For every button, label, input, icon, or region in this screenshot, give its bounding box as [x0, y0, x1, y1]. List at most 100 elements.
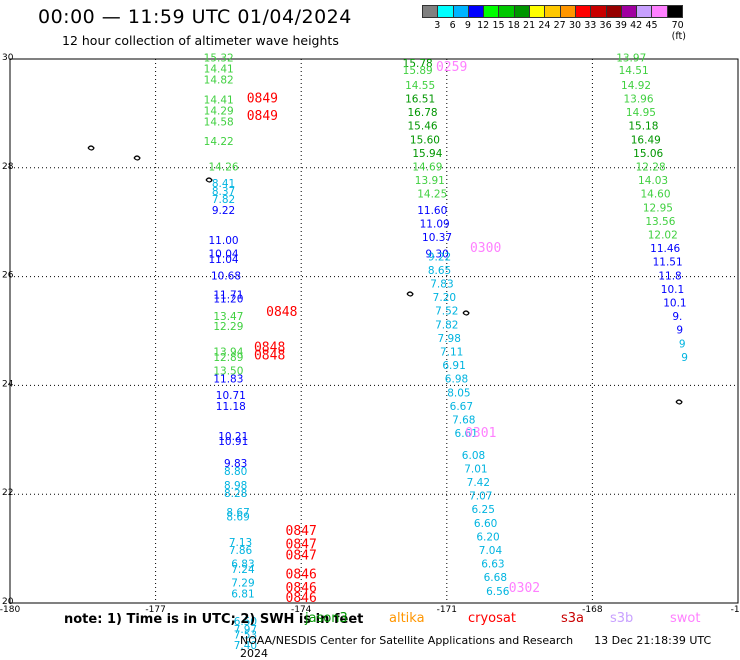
legend-label: 6 [449, 20, 456, 31]
wave-height-value: 7.86 [229, 545, 253, 557]
wave-height-value: 8.28 [224, 488, 247, 500]
x-tick-label: -171 [437, 605, 457, 615]
wave-height-value: 12.28 [636, 162, 666, 174]
wave-height-value: 7.11 [440, 346, 463, 358]
legend-label: 15 [492, 20, 505, 31]
wave-height-value: 12.95 [643, 202, 673, 214]
wave-height-value: 16.49 [631, 134, 661, 146]
x-tick-label: -180 [0, 605, 20, 615]
wave-height-value: 6.20 [476, 531, 499, 543]
wave-height-value: 12.89 [213, 352, 243, 364]
wave-height-value: 15.18 [628, 121, 658, 133]
wave-height-value: 14.22 [204, 136, 234, 148]
wave-height-value: 6.67 [450, 401, 473, 413]
pass-time-label: 0301 [465, 426, 496, 441]
wave-height-value: 15.46 [408, 121, 438, 133]
pass-time-label: 0848 [254, 341, 285, 356]
satellite-label-jason3: jason3 [305, 611, 348, 626]
wave-height-value: 11.60 [417, 205, 447, 217]
legend-label: 45 [645, 20, 658, 31]
wave-height-value: 11.20 [213, 294, 243, 306]
wave-height-value: 15.32 [204, 53, 234, 65]
wave-height-value: 6.91 [442, 360, 465, 372]
wave-height-value: 15.78 [403, 58, 433, 70]
wave-height-value: 14.51 [619, 65, 649, 77]
wave-height-value: 11.04 [209, 254, 239, 266]
x-tick-label: -177 [145, 605, 165, 615]
y-tick-label: 26 [2, 271, 14, 281]
legend-label: 30 [568, 20, 582, 31]
pass-time-label: 0846 [286, 581, 317, 596]
wave-height-value: 6.68 [484, 572, 507, 584]
legend-label: 12 [477, 20, 490, 31]
wave-height-value: 6.50 [234, 616, 257, 628]
island-outline [462, 310, 470, 316]
wave-height-value: 13.56 [645, 216, 675, 228]
pass-time-label: 0302 [509, 581, 540, 596]
legend-label: 3 [434, 20, 441, 31]
satellite-label-altika: altika [389, 611, 425, 626]
wave-height-value: 10.37 [422, 232, 452, 244]
wave-height-value: 14.41 [204, 64, 234, 76]
x-tick-label: -174 [291, 605, 312, 615]
map-subtitle: 12 hour collection of altimeter wave hei… [62, 33, 339, 48]
wave-height-value: 13.97 [616, 53, 646, 65]
legend-label: 39 [614, 20, 627, 31]
pass-time-label: 0848 [266, 305, 297, 320]
wave-height-value: 10.04 [209, 249, 239, 261]
wave-height-value: 8.41 [212, 178, 235, 190]
wave-height-value: 11.18 [216, 401, 246, 413]
wave-height-value: 7.83 [430, 278, 453, 290]
wave-height-value: 14.26 [209, 162, 239, 174]
wave-height-value: 10.1 [663, 298, 686, 310]
island-outline [87, 145, 95, 151]
wave-height-value: 10.1 [661, 284, 684, 296]
wave-height-value: 7.97 [234, 624, 257, 636]
wave-height-value: 11.09 [420, 219, 450, 231]
wave-height-value: 14.25 [417, 189, 447, 201]
wave-height-value: 14.92 [621, 80, 651, 92]
wave-height-value: 16.51 [405, 94, 435, 106]
credit-org: NOAA/NESDIS Center for Satellite Applica… [240, 634, 574, 647]
wave-height-value: 13.50 [213, 366, 243, 378]
y-tick-label: 28 [2, 162, 14, 172]
y-tick-label: 24 [2, 379, 14, 389]
satellite-label-swot: swot [670, 611, 701, 626]
wave-height-value: 12.29 [213, 321, 243, 333]
wave-height-value: 7.98 [438, 333, 461, 345]
pass-time-label: 0846 [286, 568, 317, 583]
wave-height-value: 7.53 [234, 629, 257, 641]
pass-time-label: 0849 [247, 109, 278, 124]
wave-height-value: 7.40 [234, 640, 257, 650]
wave-height-value: 11.46 [650, 243, 680, 255]
x-tick-label: -168 [582, 605, 603, 615]
wave-height-value: 8.69 [226, 511, 249, 523]
wave-height-value: 14.69 [412, 162, 442, 174]
island-outline [406, 291, 414, 297]
wave-height-value: 7.20 [433, 292, 456, 304]
wave-height-value: 11.51 [653, 257, 683, 269]
y-tick-label: 22 [2, 488, 13, 498]
legend-label: 21 [523, 20, 536, 31]
wave-height-value: 13.47 [213, 311, 243, 323]
pass-time-label: 0846 [286, 591, 317, 606]
x-tick-label: -16 [731, 605, 740, 615]
wave-height-value: 12.02 [648, 230, 678, 242]
satellite-label-s3b: s3b [610, 611, 634, 626]
pass-time-label: 0847 [286, 538, 317, 553]
wave-height-value: 7.52 [435, 306, 458, 318]
pass-time-label: 0259 [436, 60, 467, 75]
legend-swatch [666, 5, 684, 18]
y-tick-label: 30 [2, 53, 14, 63]
wave-height-value: 10.68 [211, 270, 241, 282]
wave-height-value: 14.03 [638, 175, 668, 187]
legend-label: 27 [553, 20, 566, 31]
wave-height-value: 7.68 [452, 414, 475, 426]
wave-height-value: 9. [672, 311, 682, 323]
wave-height-value: 14.95 [626, 107, 656, 119]
units-note: note: 1) Time is in UTC; 2) SWH is in fe… [64, 612, 364, 627]
wave-height-value: 14.29 [204, 105, 234, 117]
wave-height-value: 7.82 [212, 194, 235, 206]
legend-swatches [422, 5, 684, 18]
wave-height-value: 9 [676, 325, 683, 337]
